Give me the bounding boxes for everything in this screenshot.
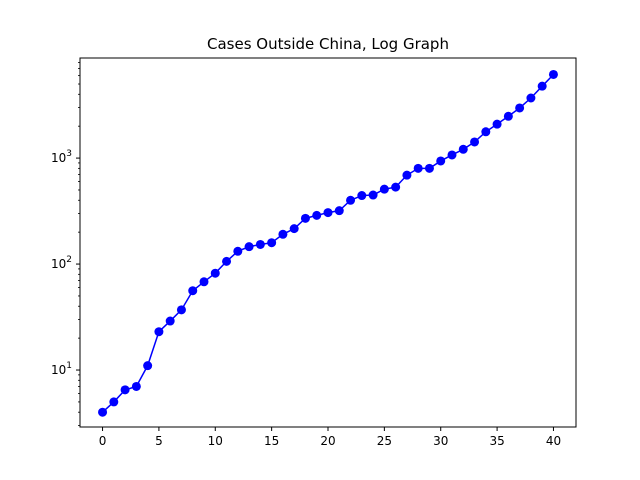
data-point [143,361,153,371]
y-tick-label: 103 [51,149,72,165]
data-point [222,256,232,266]
data-point [334,206,344,216]
x-tick-label: 35 [489,434,504,448]
x-tick-label: 15 [264,434,279,448]
data-point [233,246,243,256]
data-point [255,239,265,249]
data-point [537,81,547,91]
data-point [436,156,446,166]
data-point [289,224,299,234]
data-point [357,191,367,201]
data-point [278,229,288,239]
data-point [176,305,186,315]
data-point [267,238,277,248]
data-point [154,327,164,337]
data-point [458,144,468,154]
data-point [470,137,480,147]
data-point [413,163,423,173]
data-point [424,163,434,173]
x-axis-ticks: 0 5 10 15 20 25 30 35 40 [99,427,561,448]
data-point [402,170,412,180]
data-point [503,111,513,121]
data-point [346,195,356,205]
data-point [131,381,141,391]
data-point [98,407,108,417]
series-layer [98,69,558,417]
data-point [312,210,322,220]
y-tick-label: 101 [51,361,72,377]
data-point [188,286,198,296]
data-point [379,184,389,194]
x-tick-label: 10 [208,434,223,448]
x-tick-label: 0 [99,434,107,448]
data-point [120,385,130,395]
x-tick-label: 30 [433,434,448,448]
data-point [481,127,491,137]
y-tick-label: 102 [51,255,72,271]
data-point [526,93,536,103]
x-tick-label: 20 [320,434,335,448]
data-point [165,316,175,326]
data-point [210,268,220,278]
data-point [447,150,457,160]
x-tick-label: 40 [546,434,561,448]
data-point [323,208,333,218]
y-axis-ticks: 101 102 103 [51,149,80,377]
plot-area-frame [79,57,577,428]
data-point [199,277,209,287]
x-tick-label: 25 [377,434,392,448]
data-point [109,397,119,407]
x-tick-label: 5 [155,434,163,448]
chart-title: Cases Outside China, Log Graph [207,35,449,53]
data-point [368,190,378,200]
data-point [548,69,558,79]
data-point [300,213,310,223]
data-point [492,119,502,129]
data-point [391,182,401,192]
data-point [244,242,254,252]
data-point [515,103,525,113]
